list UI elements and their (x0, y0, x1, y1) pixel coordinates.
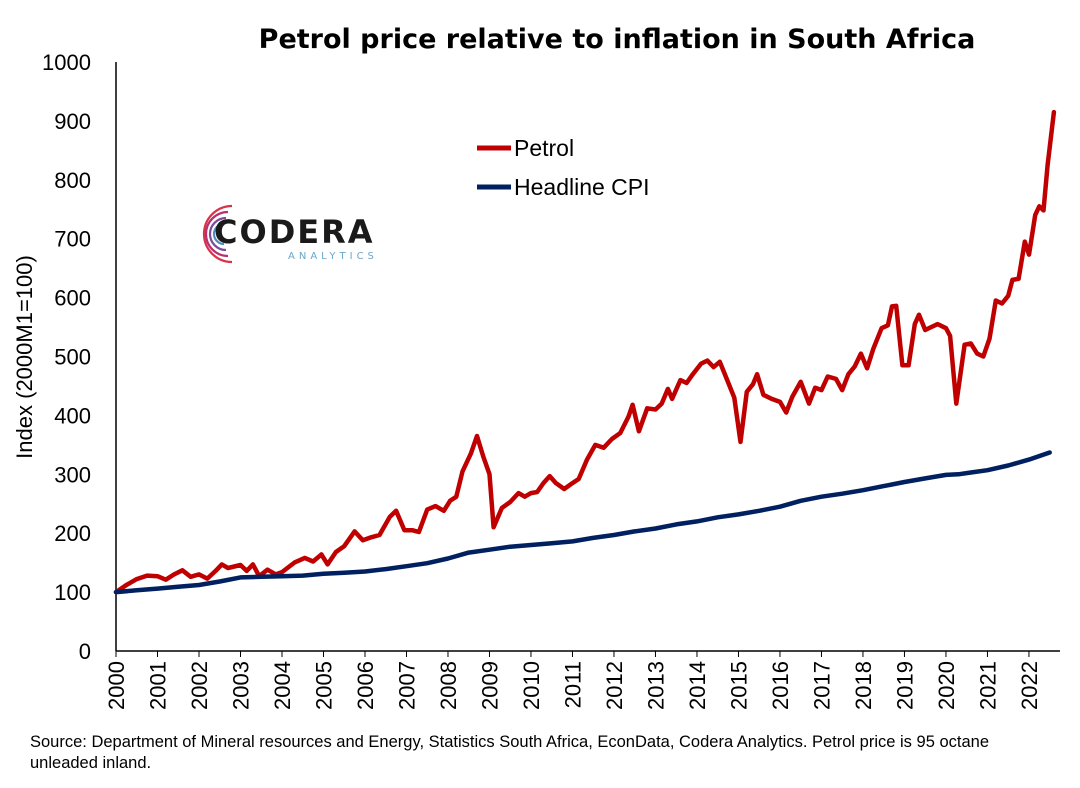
x-tick-label: 2003 (228, 661, 253, 710)
x-tick-label: 2017 (809, 661, 834, 710)
y-tick-label: 600 (54, 286, 91, 311)
x-tick-label: 2019 (892, 661, 917, 710)
legend-label-cpi: Headline CPI (514, 174, 650, 200)
y-tick-label: 0 (79, 639, 91, 664)
y-tick-label: 500 (54, 345, 91, 370)
logo-text: CODERA (214, 213, 375, 251)
series-line-headline-cpi (113, 450, 1052, 595)
y-tick-label: 900 (54, 109, 91, 134)
x-tick-label: 2009 (477, 661, 502, 710)
x-tick-label: 2008 (436, 661, 461, 710)
x-tick-label: 2001 (145, 661, 170, 710)
y-tick-label: 700 (54, 227, 91, 252)
series-line-petrol (113, 109, 1057, 595)
x-tick-label: 2011 (560, 661, 585, 708)
x-tick-label: 2000 (104, 661, 129, 710)
chart-title: Petrol price relative to inflation in So… (259, 24, 976, 55)
x-tick-label: 2016 (768, 661, 793, 710)
x-tick-label: 2005 (311, 661, 336, 710)
series-layer (113, 109, 1057, 595)
y-tick-label: 400 (54, 403, 91, 428)
x-tick-label: 2013 (643, 661, 668, 710)
logo-subtext: ANALYTICS (288, 251, 378, 262)
chart: Petrol price relative to inflation in So… (12, 24, 1060, 710)
y-axis: 0 100 200 300 400 500 600 700 800 900 1000 (42, 50, 91, 664)
y-tick-label: 800 (54, 168, 91, 193)
y-tick-label: 300 (54, 462, 91, 487)
source-note: Source: Department of Mineral resources … (30, 733, 989, 772)
x-tick-label: 2015 (726, 661, 751, 710)
y-tick-label: 200 (54, 521, 91, 546)
x-tick-label: 2004 (270, 661, 295, 710)
legend: Petrol Headline CPI (477, 135, 650, 200)
x-axis: 2000 2001 2002 2003 2004 2005 2006 2007 2008 2009… (104, 651, 1042, 710)
y-tick-label: 1000 (42, 50, 91, 75)
x-tick-label: 2018 (851, 661, 876, 710)
x-tick-label: 2012 (602, 661, 627, 710)
x-tick-label: 2002 (187, 661, 212, 710)
y-tick-label: 100 (54, 580, 91, 605)
codera-logo-mark (202, 204, 233, 264)
legend-label-petrol: Petrol (514, 135, 574, 161)
codera-logo: CODERA ANALYTICS (202, 204, 378, 264)
x-tick-label: 2021 (975, 661, 1000, 710)
x-tick-label: 2014 (685, 661, 710, 710)
x-tick-label: 2022 (1017, 661, 1042, 710)
y-axis-label: Index (2000M1=100) (12, 255, 37, 459)
x-tick-label: 2020 (934, 661, 959, 710)
x-tick-label: 2010 (519, 661, 544, 710)
x-tick-label: 2007 (394, 661, 419, 710)
x-tick-label: 2006 (353, 661, 378, 710)
